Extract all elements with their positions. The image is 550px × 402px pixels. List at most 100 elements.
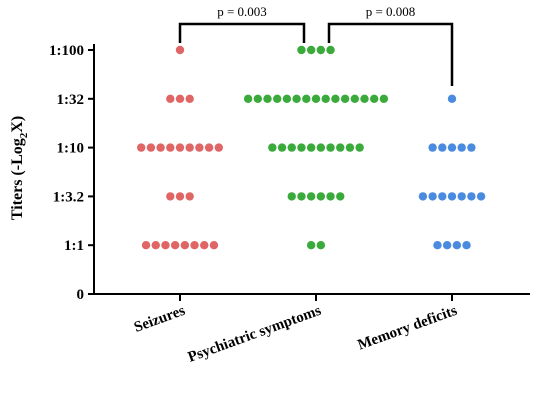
data-point [277, 143, 287, 152]
significance-bracket: p = 0.008 [327, 4, 454, 86]
data-point [321, 94, 330, 104]
data-point [379, 94, 389, 104]
data-point [204, 143, 214, 152]
data-point [316, 143, 326, 152]
data-point [175, 192, 185, 201]
data-point [340, 94, 350, 104]
y-tick-label: 1:1 [64, 238, 84, 254]
x-category-label: Seizures [132, 303, 187, 336]
data-point [355, 143, 364, 152]
data-point [287, 192, 296, 201]
x-category-label: Memory deficits [356, 303, 460, 354]
data-point [306, 241, 316, 250]
data-point [151, 241, 160, 250]
data-point [447, 192, 457, 201]
p-value-label: p = 0.003 [217, 4, 267, 19]
data-point [253, 94, 262, 104]
axes [93, 44, 530, 295]
data-point [336, 192, 345, 201]
data-point [175, 45, 185, 55]
data-point [161, 241, 170, 250]
y-ticks: 0 1:1 1:3.2 1:10 1:32 1:100 [49, 43, 94, 303]
data-point [200, 241, 209, 250]
data-point [297, 45, 306, 55]
significance-annotations: p = 0.003 p = 0.008 [178, 4, 454, 86]
data-point [243, 94, 253, 104]
data-point [428, 143, 437, 152]
data-point [447, 143, 457, 152]
data-point [306, 45, 316, 55]
x-category-label: Psychiatric symptoms [186, 303, 324, 366]
data-point [350, 94, 359, 104]
data-point [370, 94, 379, 104]
data-point [452, 241, 462, 250]
y-tick-label: 1:100 [49, 43, 84, 59]
data-point [146, 143, 156, 152]
y-tick-label: 0 [77, 287, 85, 303]
data-point [292, 94, 301, 104]
y-axis-label: Titers (-Log2X) [9, 116, 30, 220]
bracket-line [327, 22, 454, 86]
data-point [287, 143, 296, 152]
data-point [438, 192, 447, 201]
data-point [166, 94, 175, 104]
data-point [180, 241, 190, 250]
p-value-label: p = 0.008 [366, 4, 416, 19]
y-tick-label: 1:32 [57, 92, 85, 108]
data-points [137, 45, 486, 250]
data-point [326, 45, 335, 55]
y-axis-label-tail: X) [9, 116, 26, 133]
data-point [141, 241, 151, 250]
data-point [175, 94, 185, 104]
data-point [185, 94, 194, 104]
data-point [326, 143, 335, 152]
y-tick-label: 1:3.2 [53, 189, 84, 205]
data-point [326, 192, 335, 201]
data-point [166, 143, 175, 152]
data-point [175, 143, 185, 152]
y-tick-label: 1:10 [57, 141, 85, 157]
data-point [302, 94, 311, 104]
data-point [311, 94, 321, 104]
data-point [336, 143, 345, 152]
data-point [438, 143, 447, 152]
data-point [156, 143, 165, 152]
data-point [282, 94, 292, 104]
data-point [442, 241, 452, 250]
data-point [137, 143, 146, 152]
data-point [462, 241, 471, 250]
data-point [209, 241, 219, 250]
data-point [268, 143, 277, 152]
data-point [297, 143, 306, 152]
data-point [306, 192, 316, 201]
data-point [316, 192, 326, 201]
data-point [170, 241, 180, 250]
data-point [331, 94, 340, 104]
data-point [316, 45, 326, 55]
data-point [428, 192, 437, 201]
data-point [316, 241, 326, 250]
svg-text:Titers (-Log2X): Titers (-Log2X) [9, 116, 30, 220]
data-point [306, 143, 316, 152]
data-point [447, 94, 457, 104]
data-point [418, 192, 428, 201]
data-point [476, 192, 486, 201]
significance-bracket: p = 0.003 [178, 4, 306, 43]
data-point [467, 143, 476, 152]
data-point [263, 94, 272, 104]
data-point [273, 94, 282, 104]
data-point [195, 143, 204, 152]
data-point [214, 143, 223, 152]
data-point [185, 143, 194, 152]
data-point [457, 192, 466, 201]
y-axis-label-subscript: 2 [18, 132, 30, 138]
data-point [297, 192, 306, 201]
data-point [467, 192, 476, 201]
data-point [166, 192, 175, 201]
data-point [360, 94, 369, 104]
bracket-line [178, 22, 306, 43]
y-axis-label-main: Titers (-Log [9, 138, 26, 220]
data-point [433, 241, 442, 250]
